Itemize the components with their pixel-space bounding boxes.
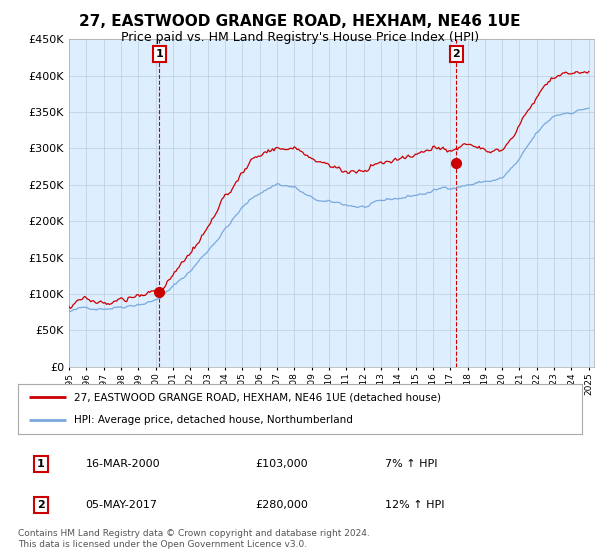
Text: 7% ↑ HPI: 7% ↑ HPI — [385, 459, 437, 469]
Text: 16-MAR-2000: 16-MAR-2000 — [86, 459, 160, 469]
Text: Contains HM Land Registry data © Crown copyright and database right 2024.
This d: Contains HM Land Registry data © Crown c… — [18, 529, 370, 549]
Text: 27, EASTWOOD GRANGE ROAD, HEXHAM, NE46 1UE (detached house): 27, EASTWOOD GRANGE ROAD, HEXHAM, NE46 1… — [74, 392, 442, 402]
Text: 12% ↑ HPI: 12% ↑ HPI — [385, 500, 444, 510]
Text: 1: 1 — [155, 49, 163, 59]
Text: 2: 2 — [452, 49, 460, 59]
Text: £280,000: £280,000 — [255, 500, 308, 510]
Text: HPI: Average price, detached house, Northumberland: HPI: Average price, detached house, Nort… — [74, 416, 353, 426]
Text: 2: 2 — [37, 500, 44, 510]
Text: £103,000: £103,000 — [255, 459, 308, 469]
Text: 27, EASTWOOD GRANGE ROAD, HEXHAM, NE46 1UE: 27, EASTWOOD GRANGE ROAD, HEXHAM, NE46 1… — [79, 14, 521, 29]
Text: Price paid vs. HM Land Registry's House Price Index (HPI): Price paid vs. HM Land Registry's House … — [121, 31, 479, 44]
Text: 1: 1 — [37, 459, 44, 469]
Text: 05-MAY-2017: 05-MAY-2017 — [86, 500, 158, 510]
